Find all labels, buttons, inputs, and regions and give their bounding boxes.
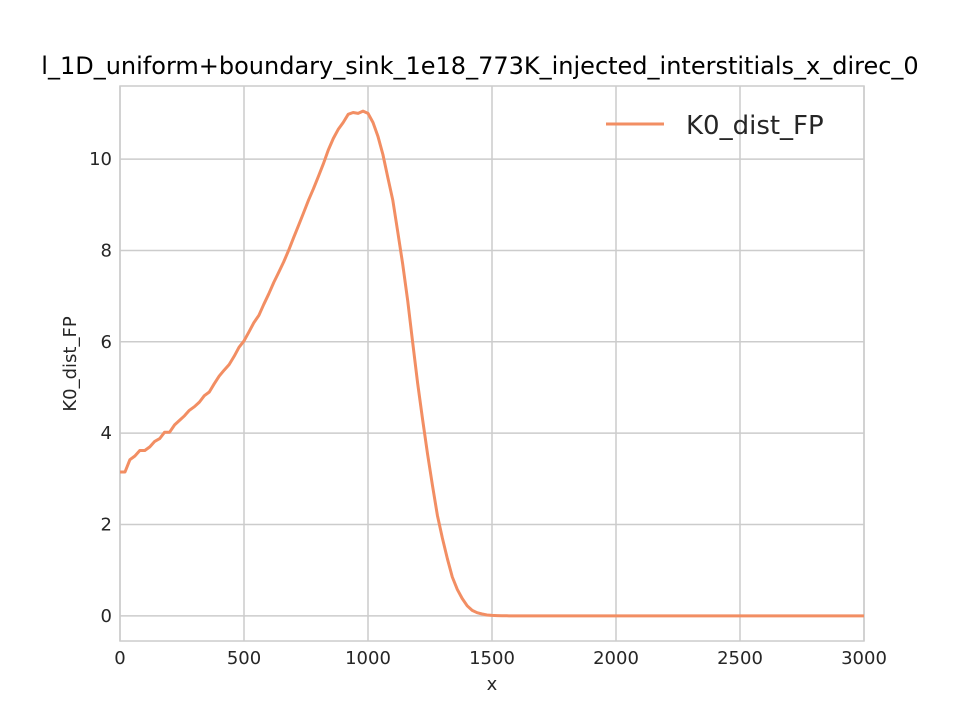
y-tick-label: 10 xyxy=(89,149,112,170)
y-tick-label: 2 xyxy=(101,515,112,536)
chart-title: l_1D_uniform+boundary_sink_1e18_773K_inj… xyxy=(41,52,918,80)
y-tick-label: 8 xyxy=(101,240,112,261)
series-line-0 xyxy=(120,109,864,618)
x-tick-label: 1000 xyxy=(345,648,391,669)
legend-label: K0_dist_FP xyxy=(686,111,824,141)
x-tick-label: 0 xyxy=(114,648,125,669)
tick-labels: 0 500 1000 1500 2000 2500 3000 0 2 4 6 8 10 xyxy=(89,149,887,669)
legend: K0_dist_FP xyxy=(606,111,824,141)
series-lines xyxy=(120,109,864,618)
grid xyxy=(119,86,865,641)
y-tick-label: 6 xyxy=(101,332,112,353)
x-tick-label: 1500 xyxy=(469,648,515,669)
y-axis-label: K0_dist_FP xyxy=(60,316,81,411)
y-tick-label: 4 xyxy=(101,423,112,444)
x-axis-label: x xyxy=(487,674,498,695)
plot-frame xyxy=(119,85,865,642)
x-tick-label: 3000 xyxy=(841,648,887,669)
x-tick-label: 2000 xyxy=(593,648,639,669)
x-tick-label: 500 xyxy=(227,648,261,669)
y-tick-label: 0 xyxy=(101,606,112,627)
x-tick-label: 2500 xyxy=(717,648,763,669)
